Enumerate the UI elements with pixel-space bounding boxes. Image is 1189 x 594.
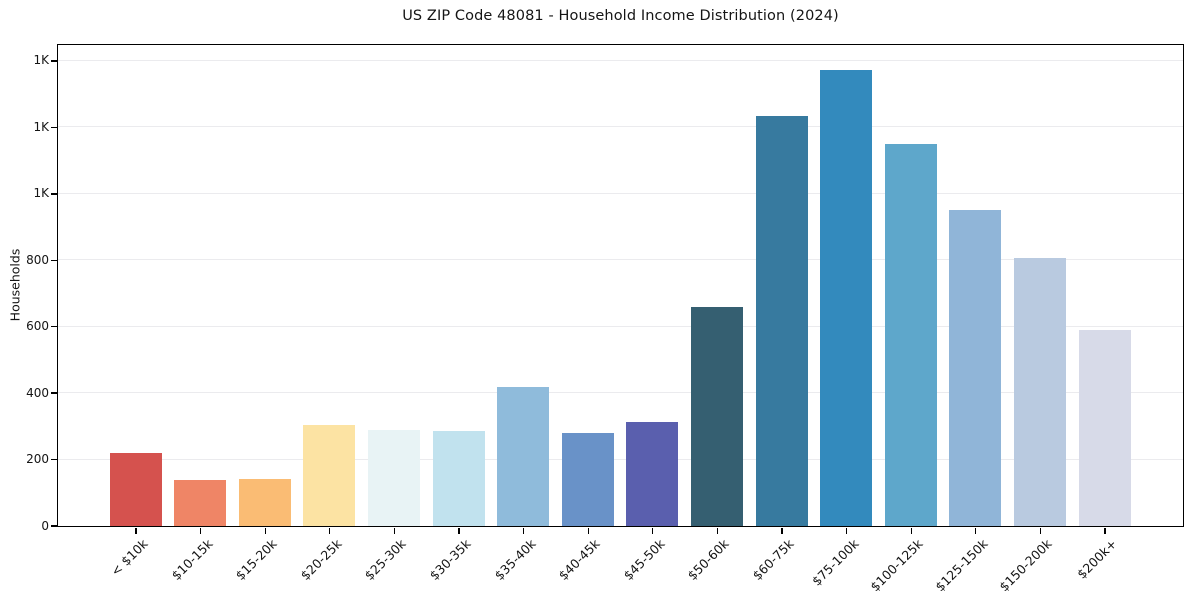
x-tick-label: $35-40k — [491, 536, 539, 584]
x-tick-label: $60-75k — [749, 536, 797, 584]
chart-title: US ZIP Code 48081 - Household Income Dis… — [402, 8, 839, 24]
bar-< $10k — [109, 453, 162, 526]
x-tick-label: $200k+ — [1073, 536, 1120, 582]
x-tick-label: $30-35k — [426, 536, 474, 584]
bar-$125-150k — [949, 209, 1002, 526]
x-tick-label: $10-15k — [168, 536, 216, 584]
y-tick-mark — [50, 392, 57, 394]
y-tick-label: 600 — [26, 319, 49, 334]
bar-$45-50k — [626, 421, 679, 526]
x-tick-mark — [845, 527, 848, 534]
y-tick-label: 800 — [26, 252, 49, 267]
bar-$150-200k — [1013, 257, 1066, 526]
y-tick-mark — [50, 259, 57, 261]
bar-$20-25k — [303, 424, 356, 526]
gridline-800-4 — [57, 259, 1183, 261]
bar-$10-15k — [174, 480, 227, 526]
y-tick-label: 0 — [41, 518, 49, 533]
x-tick-mark — [1104, 527, 1106, 534]
x-tick-mark — [522, 527, 525, 534]
gridline-600-3 — [57, 325, 1183, 327]
x-tick-mark — [975, 527, 977, 534]
x-tick-label: $150-200k — [996, 536, 1055, 594]
x-tick-mark — [716, 527, 719, 534]
bar-$100-125k — [884, 143, 937, 526]
x-tick-label: $25-30k — [361, 536, 409, 584]
gridline-200-1 — [57, 458, 1183, 460]
bar-$75-100k — [820, 69, 873, 526]
gridline-1K-5 — [57, 192, 1183, 194]
x-tick-label: $15-20k — [232, 536, 280, 584]
y-tick-label: 1K — [33, 119, 49, 134]
gridline-400-2 — [57, 392, 1183, 394]
x-tick-label: $75-100k — [808, 536, 862, 589]
x-tick-label: $50-60k — [684, 536, 732, 584]
x-tick-mark — [587, 527, 589, 534]
bar-$30-35k — [432, 430, 485, 526]
bar-$15-20k — [238, 478, 291, 526]
x-tick-label: $125-150k — [932, 536, 991, 594]
y-tick-label: 1K — [33, 186, 49, 201]
y-tick-mark — [50, 325, 57, 328]
y-tick-label: 1K — [33, 53, 49, 68]
x-tick-mark — [329, 527, 331, 534]
bar-$60-75k — [755, 115, 808, 526]
y-tick-mark — [50, 525, 57, 527]
y-tick-mark — [50, 193, 57, 195]
x-tick-mark — [910, 527, 912, 534]
bar-$50-60k — [690, 306, 743, 526]
x-tick-mark — [135, 527, 137, 534]
y-tick-label: 200 — [26, 452, 49, 467]
x-tick-label: < $10k — [107, 536, 151, 579]
bar-$35-40k — [497, 386, 550, 526]
gridline-1K-7 — [57, 59, 1183, 61]
x-tick-mark — [458, 527, 460, 534]
y-tick-mark — [50, 60, 57, 62]
y-tick-label: 400 — [26, 385, 49, 400]
bar-$25-30k — [367, 430, 420, 526]
y-tick-mark — [50, 126, 57, 129]
gridline-1K-6 — [57, 126, 1183, 128]
y-tick-mark — [50, 458, 57, 461]
plot-area — [56, 43, 1184, 527]
x-tick-mark — [652, 527, 654, 534]
x-tick-label: $45-50k — [620, 536, 668, 584]
x-tick-label: $100-125k — [867, 536, 926, 594]
x-tick-mark — [1039, 527, 1042, 534]
x-tick-mark — [199, 527, 202, 534]
x-tick-label: $40-45k — [555, 536, 603, 584]
bar-$40-45k — [561, 432, 614, 526]
x-tick-label: $20-25k — [297, 536, 345, 584]
x-tick-mark — [264, 527, 266, 534]
bar-$200k+ — [1078, 329, 1131, 526]
x-tick-mark — [393, 527, 396, 534]
x-tick-mark — [781, 527, 783, 534]
